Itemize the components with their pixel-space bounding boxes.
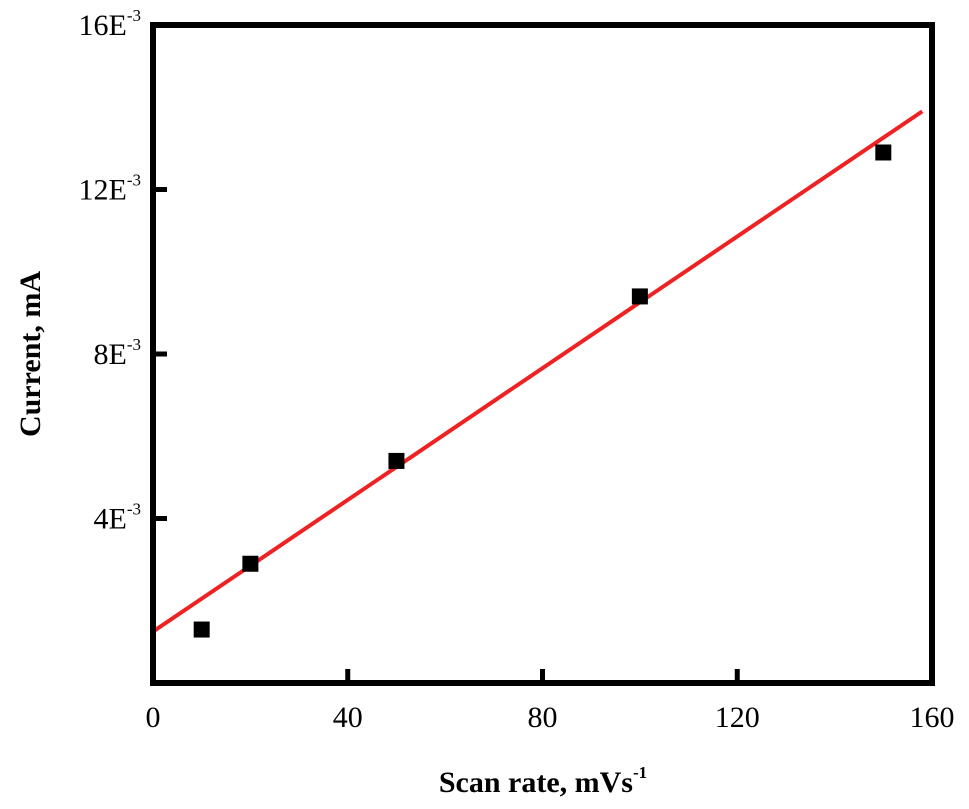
fit-line (151, 109, 924, 634)
y-tick-label: 8E-3 (94, 335, 142, 371)
y-tick-label-exponent: -3 (127, 171, 141, 190)
data-point (875, 144, 892, 161)
x-axis-title-text: Scan rate, mVs (439, 766, 633, 799)
fit-line-layer (151, 109, 924, 634)
y-tick-label-exponent: -3 (127, 335, 141, 354)
data-points (193, 144, 892, 638)
y-tick-label-exponent: -3 (127, 6, 141, 25)
data-point (631, 288, 648, 305)
y-tick-label-base: 4E (94, 503, 127, 536)
y-tick-label-exponent: -3 (127, 500, 141, 519)
y-tick-label: 12E-3 (79, 171, 142, 207)
data-point (242, 555, 259, 572)
x-tick-label: 160 (910, 701, 955, 734)
y-axis-title: Current, mA (14, 271, 47, 437)
x-tick-label: 40 (333, 701, 363, 734)
y-tick-label-base: 8E (94, 338, 127, 371)
data-point (388, 452, 405, 469)
y-tick-label-base: 16E (79, 9, 127, 42)
plot-frame (150, 22, 935, 686)
y-tick-label: 4E-3 (94, 500, 142, 536)
x-tick-label: 120 (715, 701, 760, 734)
y-tick-label-base: 12E (79, 174, 127, 207)
data-point (193, 621, 210, 638)
x-tick-label: 0 (146, 701, 161, 734)
x-axis-title-exponent: -1 (633, 763, 647, 782)
x-axis-title: Scan rate, mVs-1 (439, 763, 647, 799)
y-tick-label: 16E-3 (79, 6, 142, 42)
x-tick-label: 80 (528, 701, 558, 734)
